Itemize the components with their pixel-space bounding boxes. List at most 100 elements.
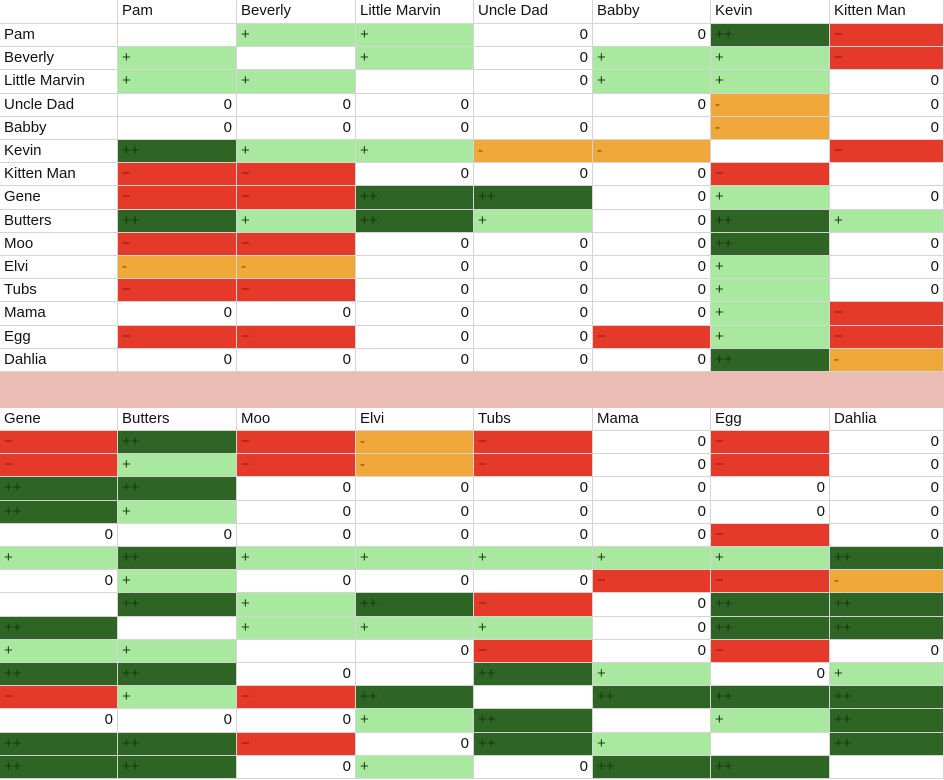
- column-header[interactable]: Butters: [118, 408, 237, 431]
- cell[interactable]: +: [356, 709, 474, 733]
- cell[interactable]: +: [356, 47, 474, 71]
- row-header[interactable]: Babby: [0, 116, 118, 140]
- cell[interactable]: ++: [830, 616, 944, 640]
- cell[interactable]: 0: [356, 116, 474, 140]
- cell[interactable]: 0: [593, 186, 711, 210]
- column-header[interactable]: Dahlia: [830, 408, 944, 431]
- cell[interactable]: +: [711, 279, 830, 303]
- cell[interactable]: 0: [356, 500, 474, 524]
- cell[interactable]: 0: [711, 500, 830, 524]
- cell[interactable]: ++: [118, 755, 237, 779]
- row-header[interactable]: Tubs: [0, 279, 118, 303]
- cell[interactable]: -: [356, 454, 474, 478]
- cell[interactable]: 0: [356, 232, 474, 256]
- cell[interactable]: 0: [237, 570, 356, 594]
- cell[interactable]: 0: [118, 348, 237, 372]
- cell[interactable]: +: [474, 547, 593, 571]
- cell[interactable]: -: [593, 140, 711, 164]
- column-header[interactable]: Mama: [593, 408, 711, 431]
- cell[interactable]: [118, 24, 237, 48]
- cell[interactable]: −: [118, 279, 237, 303]
- cell[interactable]: 0: [118, 709, 237, 733]
- cell[interactable]: 0: [593, 431, 711, 455]
- cell[interactable]: −: [830, 47, 944, 71]
- column-header[interactable]: Moo: [237, 408, 356, 431]
- column-header[interactable]: Little Marvin: [356, 0, 474, 24]
- cell[interactable]: −: [237, 431, 356, 455]
- cell[interactable]: ++: [830, 686, 944, 710]
- cell[interactable]: 0: [474, 302, 593, 326]
- row-header[interactable]: Kevin: [0, 140, 118, 164]
- cell[interactable]: +: [830, 209, 944, 233]
- cell[interactable]: −: [711, 639, 830, 663]
- cell[interactable]: [830, 163, 944, 187]
- cell[interactable]: [711, 732, 830, 756]
- cell[interactable]: +: [711, 70, 830, 94]
- cell[interactable]: ++: [474, 186, 593, 210]
- cell[interactable]: 0: [237, 709, 356, 733]
- cell[interactable]: 0: [118, 302, 237, 326]
- cell[interactable]: ++: [0, 477, 118, 501]
- cell[interactable]: ++: [711, 348, 830, 372]
- cell[interactable]: ++: [356, 186, 474, 210]
- cell[interactable]: 0: [474, 279, 593, 303]
- cell[interactable]: −: [237, 325, 356, 349]
- cell[interactable]: −: [474, 454, 593, 478]
- cell[interactable]: −: [474, 639, 593, 663]
- column-header[interactable]: Uncle Dad: [474, 0, 593, 24]
- cell[interactable]: −: [593, 570, 711, 594]
- cell[interactable]: ++: [0, 616, 118, 640]
- cell[interactable]: ++: [118, 663, 237, 687]
- cell[interactable]: ++: [711, 232, 830, 256]
- cell[interactable]: 0: [830, 431, 944, 455]
- cell[interactable]: 0: [711, 663, 830, 687]
- corner-cell[interactable]: [0, 0, 118, 24]
- column-header[interactable]: Beverly: [237, 0, 356, 24]
- cell[interactable]: 0: [474, 570, 593, 594]
- cell[interactable]: ++: [830, 709, 944, 733]
- cell[interactable]: +: [356, 140, 474, 164]
- cell[interactable]: −: [118, 186, 237, 210]
- cell[interactable]: −: [0, 454, 118, 478]
- cell[interactable]: 0: [474, 70, 593, 94]
- cell[interactable]: 0: [593, 256, 711, 280]
- cell[interactable]: +: [356, 755, 474, 779]
- cell[interactable]: 0: [593, 232, 711, 256]
- cell[interactable]: 0: [356, 325, 474, 349]
- cell[interactable]: +: [711, 256, 830, 280]
- cell[interactable]: 0: [830, 454, 944, 478]
- cell[interactable]: 0: [237, 302, 356, 326]
- cell[interactable]: −: [474, 593, 593, 617]
- row-header[interactable]: Beverly: [0, 47, 118, 71]
- cell[interactable]: ++: [356, 209, 474, 233]
- cell[interactable]: [593, 709, 711, 733]
- cell[interactable]: [237, 47, 356, 71]
- cell[interactable]: 0: [830, 93, 944, 117]
- cell[interactable]: 0: [474, 232, 593, 256]
- row-header[interactable]: Little Marvin: [0, 70, 118, 94]
- cell[interactable]: −: [830, 325, 944, 349]
- cell[interactable]: 0: [474, 325, 593, 349]
- column-header[interactable]: Egg: [711, 408, 830, 431]
- cell[interactable]: +: [118, 47, 237, 71]
- cell[interactable]: −: [593, 325, 711, 349]
- cell[interactable]: +: [474, 616, 593, 640]
- cell[interactable]: 0: [830, 70, 944, 94]
- cell[interactable]: +: [0, 547, 118, 571]
- cell[interactable]: +: [118, 639, 237, 663]
- cell[interactable]: ++: [711, 616, 830, 640]
- cell[interactable]: −: [0, 431, 118, 455]
- cell[interactable]: 0: [0, 570, 118, 594]
- column-header[interactable]: Pam: [118, 0, 237, 24]
- cell[interactable]: 0: [118, 93, 237, 117]
- row-header[interactable]: Gene: [0, 186, 118, 210]
- cell[interactable]: −: [237, 686, 356, 710]
- cell[interactable]: +: [711, 47, 830, 71]
- cell[interactable]: 0: [356, 732, 474, 756]
- cell[interactable]: +: [593, 732, 711, 756]
- cell[interactable]: 0: [474, 256, 593, 280]
- cell[interactable]: 0: [118, 523, 237, 547]
- row-header[interactable]: Butters: [0, 209, 118, 233]
- cell[interactable]: −: [237, 732, 356, 756]
- cell[interactable]: −: [711, 431, 830, 455]
